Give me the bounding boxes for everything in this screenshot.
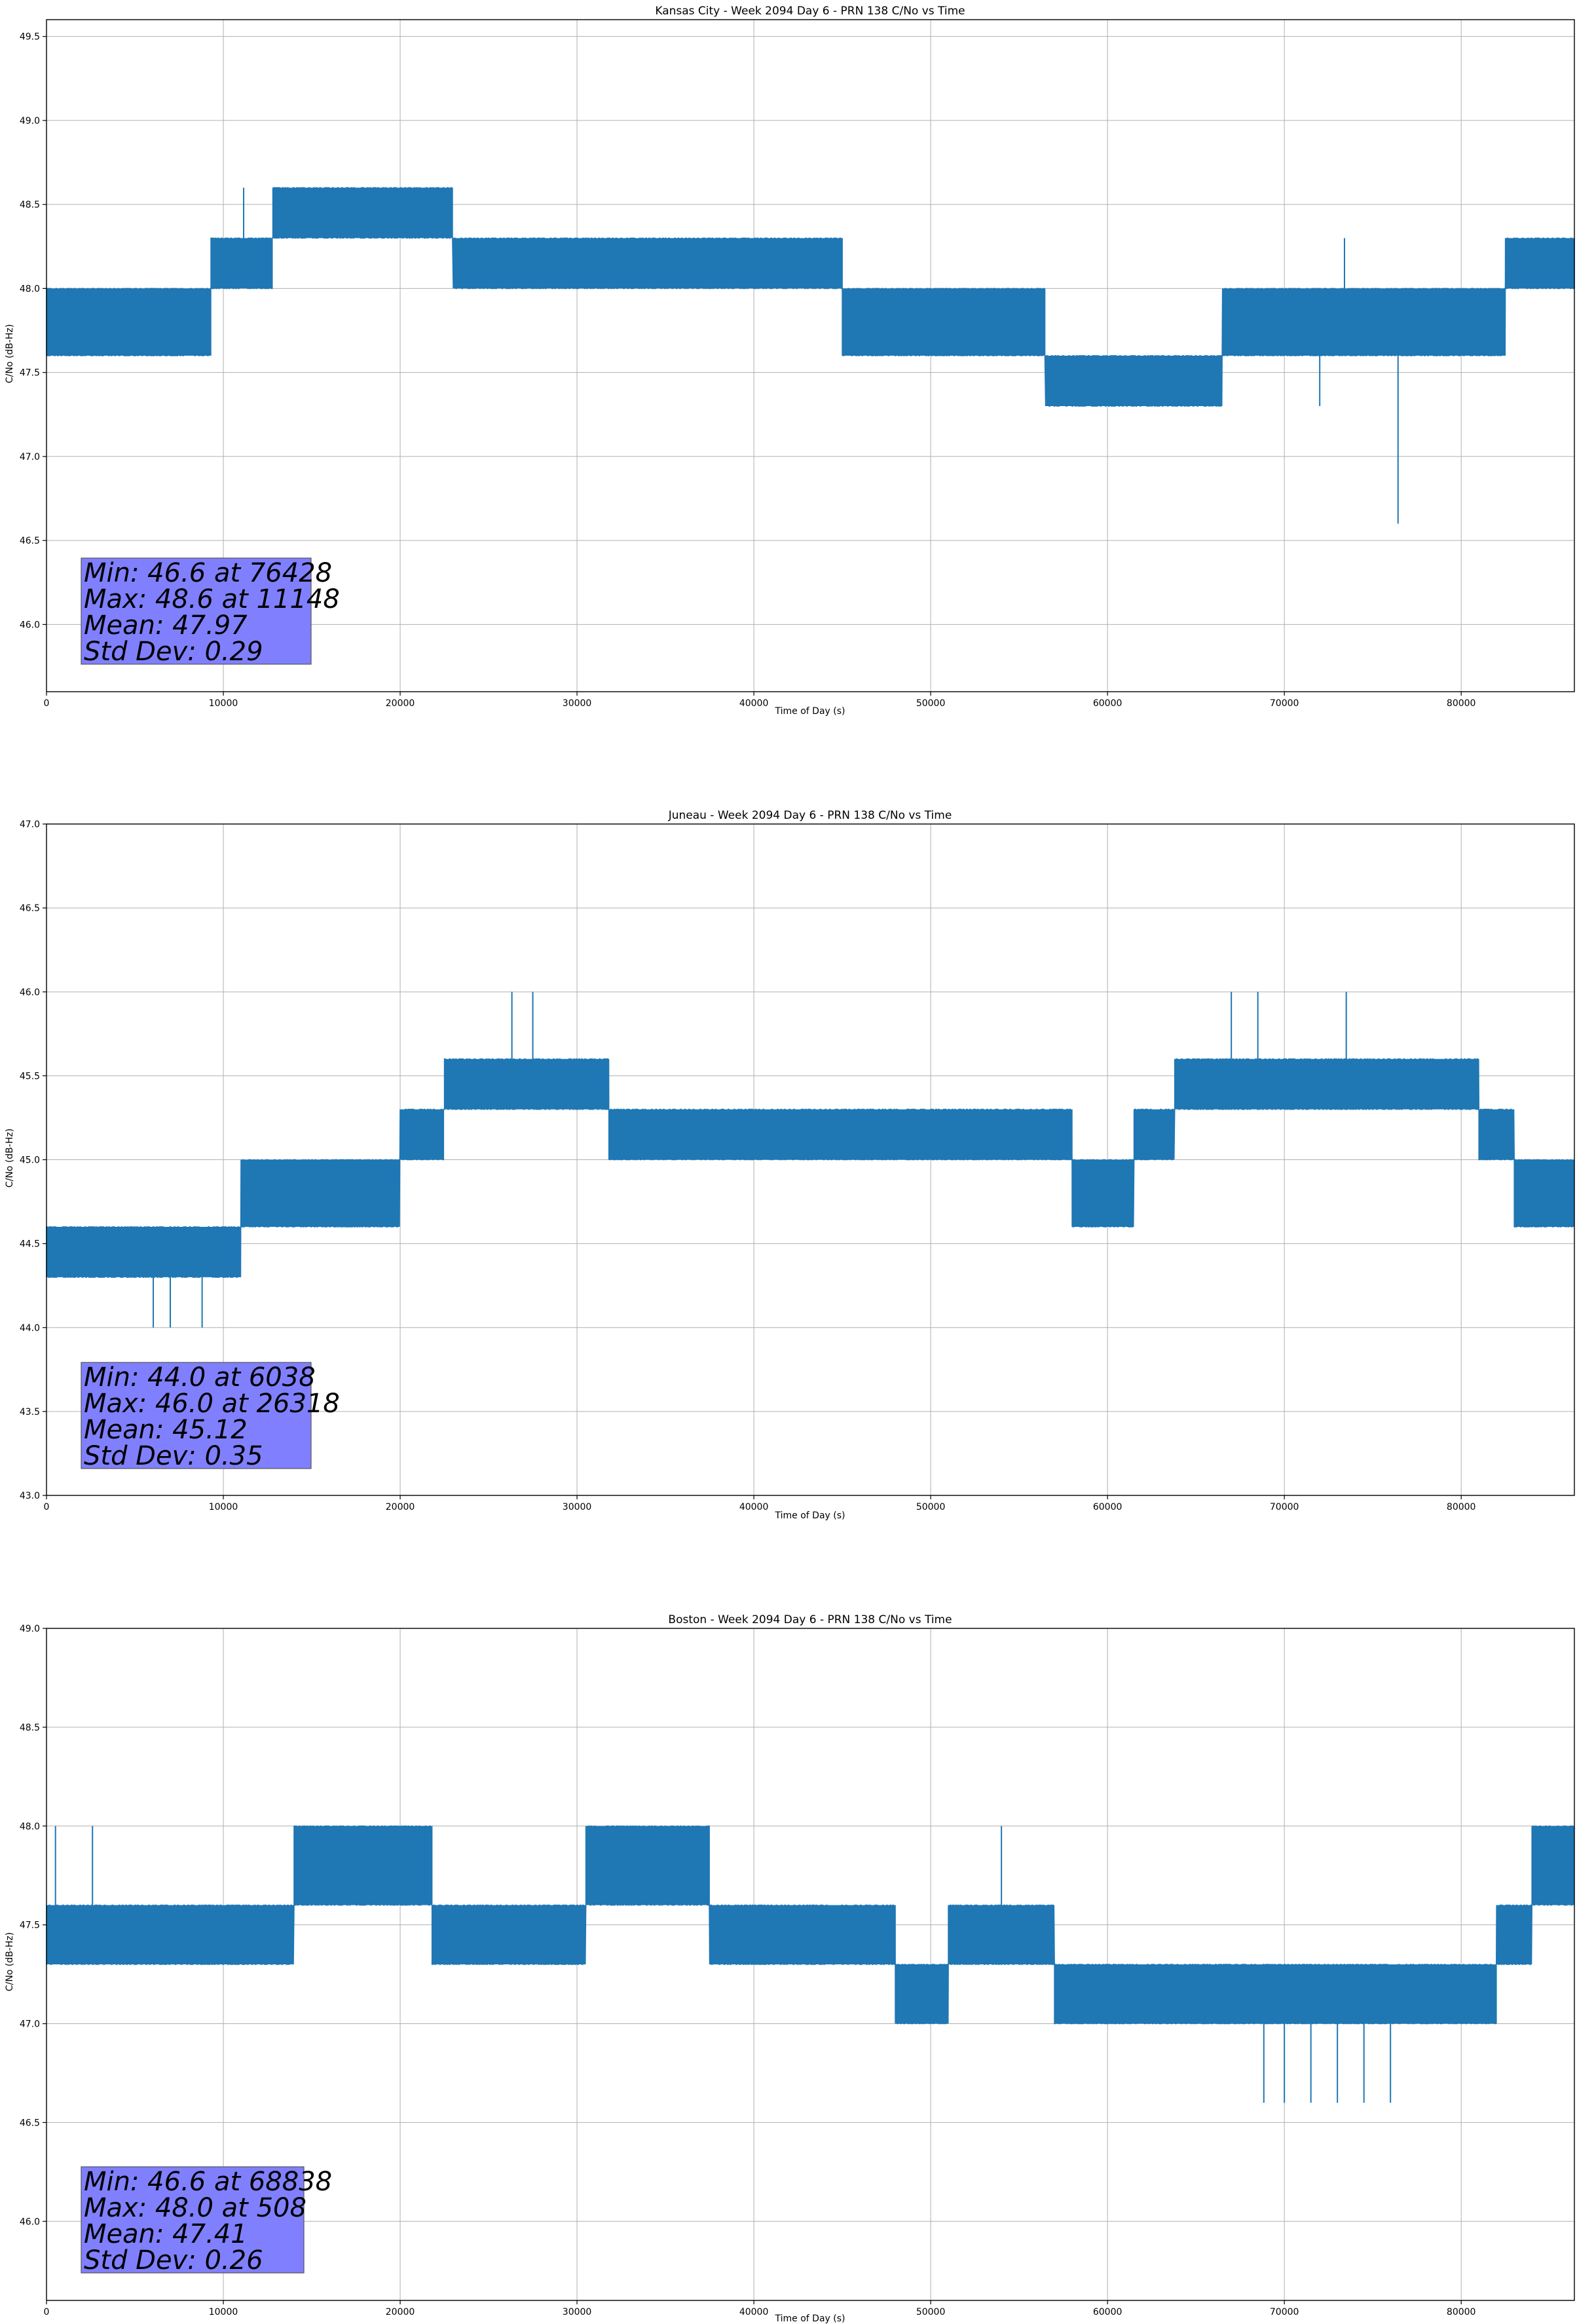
x-tick-label: 40000 <box>739 698 769 709</box>
x-tick-label: 50000 <box>916 1502 946 1512</box>
stats-min: Min: 46.6 at 68838 <box>84 2167 332 2197</box>
y-tick-label: 47.5 <box>20 368 40 379</box>
x-tick-label: 10000 <box>209 698 238 709</box>
y-tick-label: 45.0 <box>20 1155 40 1166</box>
y-tick-label: 46.0 <box>20 987 40 998</box>
y-tick-label: 43.5 <box>20 1407 40 1417</box>
stats-box: Min: 44.0 at 6038 Max: 46.0 at 26318 Mea… <box>81 1362 340 1471</box>
x-tick-label: 70000 <box>1270 2307 1299 2317</box>
x-tick-label: 30000 <box>563 698 592 709</box>
x-tick-label: 10000 <box>209 1502 238 1512</box>
series-line <box>46 992 1574 1328</box>
y-tick-label: 48.0 <box>20 284 40 294</box>
stats-mean: Mean: 47.41 <box>84 2219 248 2249</box>
x-axis-label: Time of Day (s) <box>775 2314 845 2324</box>
x-tick-label: 70000 <box>1270 1502 1299 1512</box>
x-tick-label: 30000 <box>563 2307 592 2317</box>
y-tick-label: 46.5 <box>20 536 40 546</box>
x-tick-label: 50000 <box>916 2307 946 2317</box>
stats-std-dev: Std Dev: 0.26 <box>84 2245 263 2276</box>
y-tick-label: 44.5 <box>20 1239 40 1250</box>
x-tick-label: 60000 <box>1093 1502 1122 1512</box>
stats-min: Min: 44.0 at 6038 <box>84 1362 316 1393</box>
x-tick-label: 40000 <box>739 1502 769 1512</box>
plot-frame <box>46 19 1575 692</box>
tick-labels: 0 10000 20000 30000 40000 50000 60000 70000 8000… <box>20 1624 1476 2317</box>
series-path <box>46 1826 1574 2025</box>
plot-frame <box>46 823 1575 1496</box>
x-tick-label: 20000 <box>386 698 415 709</box>
x-tick-label: 10000 <box>209 2307 238 2317</box>
y-tick-label: 48.5 <box>20 1723 40 1733</box>
stats-box: Min: 46.6 at 76428 Max: 48.6 at 11148 Me… <box>81 557 340 667</box>
chart-panel-boston: Boston - Week 2094 Day 6 - PRN 138 C/No … <box>5 1613 1575 2324</box>
series-line <box>46 187 1575 524</box>
chart-title: Juneau - Week 2094 Day 6 - PRN 138 C/No … <box>668 809 952 822</box>
x-tick-label: 20000 <box>386 1502 415 1512</box>
x-tick-label: 0 <box>44 2307 50 2317</box>
stats-max: Max: 48.6 at 11148 <box>84 584 340 614</box>
y-tick-label: 46.0 <box>20 620 40 630</box>
y-tick-label: 44.0 <box>20 1323 40 1334</box>
x-tick-label: 80000 <box>1447 2307 1476 2317</box>
stats-box: Min: 46.6 at 68838 Max: 48.0 at 508 Mean… <box>81 2166 332 2276</box>
x-tick-label: 80000 <box>1447 698 1476 709</box>
chart-panel-juneau: Juneau - Week 2094 Day 6 - PRN 138 C/No … <box>5 809 1575 1521</box>
y-tick-label: 48.0 <box>20 1822 40 1832</box>
series-line <box>46 1826 1574 2103</box>
stats-box-background <box>81 2166 305 2274</box>
chart-title: Kansas City - Week 2094 Day 6 - PRN 138 … <box>655 5 965 18</box>
y-axis-label: C/No (dB-Hz) <box>5 324 15 383</box>
tick-labels: 0 10000 20000 30000 40000 50000 60000 70000 8000… <box>20 819 1476 1512</box>
y-tick-label: 46.5 <box>20 903 40 914</box>
chart-panel-kansas-city: Kansas City - Week 2094 Day 6 - PRN 138 … <box>5 5 1575 717</box>
tick-labels: 0 10000 20000 30000 40000 50000 60000 70000 8000… <box>20 32 1476 709</box>
chart-title: Boston - Week 2094 Day 6 - PRN 138 C/No … <box>668 1613 952 1626</box>
series-path <box>46 1058 1574 1278</box>
x-tick-label: 30000 <box>563 1502 592 1512</box>
x-tick-label: 80000 <box>1447 1502 1476 1512</box>
stats-std-dev: Std Dev: 0.35 <box>84 1441 263 1471</box>
y-tick-label: 49.0 <box>20 116 40 126</box>
y-tick-label: 49.5 <box>20 32 40 43</box>
stats-max: Max: 46.0 at 26318 <box>84 1389 340 1419</box>
x-tick-label: 0 <box>44 1502 50 1512</box>
x-axis-label: Time of Day (s) <box>775 706 845 717</box>
x-tick-label: 40000 <box>739 2307 769 2317</box>
x-axis-label: Time of Day (s) <box>775 1510 845 1521</box>
stats-std-dev: Std Dev: 0.29 <box>84 637 263 667</box>
y-axis-label: C/No (dB-Hz) <box>5 1129 15 1188</box>
x-tick-label: 60000 <box>1093 2307 1122 2317</box>
y-tick-label: 48.5 <box>20 200 40 210</box>
stats-box-background <box>81 557 312 665</box>
y-tick-label: 47.0 <box>20 2019 40 2030</box>
x-tick-label: 20000 <box>386 2307 415 2317</box>
y-tick-label: 47.0 <box>20 452 40 462</box>
y-tick-label: 47.0 <box>20 819 40 830</box>
stats-mean: Mean: 45.12 <box>84 1415 248 1445</box>
y-tick-label: 43.0 <box>20 1491 40 1501</box>
y-tick-label: 46.0 <box>20 2217 40 2227</box>
stats-mean: Mean: 47.97 <box>84 610 248 641</box>
y-axis-label: C/No (dB-Hz) <box>5 1932 15 1991</box>
stats-box-background <box>81 1362 312 1469</box>
y-tick-label: 45.5 <box>20 1071 40 1081</box>
x-tick-label: 50000 <box>916 698 946 709</box>
x-tick-label: 60000 <box>1093 698 1122 709</box>
y-tick-label: 46.5 <box>20 2118 40 2128</box>
x-tick-label: 0 <box>44 698 50 709</box>
stats-min: Min: 46.6 at 76428 <box>84 558 332 588</box>
stats-max: Max: 48.0 at 508 <box>84 2193 306 2223</box>
x-tick-label: 70000 <box>1270 698 1299 709</box>
y-tick-label: 47.5 <box>20 1921 40 1931</box>
plot-frame <box>46 1628 1575 2301</box>
series-path <box>46 187 1575 407</box>
y-tick-label: 49.0 <box>20 1624 40 1634</box>
